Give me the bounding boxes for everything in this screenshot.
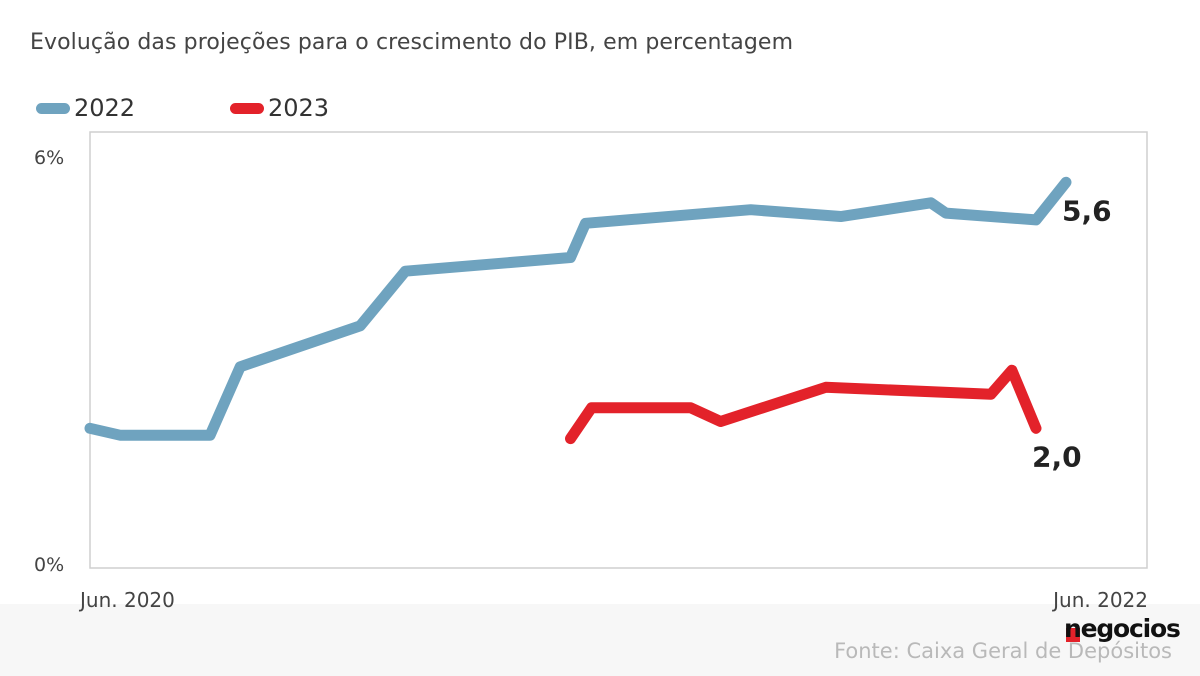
end-label-2022: 5,6	[1062, 194, 1112, 227]
x-tick-label-end: Jun. 2022	[1051, 588, 1148, 612]
legend-item-2022: 2022	[36, 94, 135, 122]
legend-label-2022: 2022	[74, 94, 136, 122]
legend-swatch-2022	[36, 102, 70, 114]
chart-panel	[0, 0, 1200, 604]
plot-frame	[89, 131, 1148, 569]
y-tick-label-top: 6%	[34, 147, 64, 169]
legend-label-2023: 2023	[268, 94, 330, 122]
logo-mark	[1066, 628, 1080, 642]
series-line-2022	[84, 176, 1072, 441]
chart-title: Evolução das projeções para o cresciment…	[30, 30, 794, 55]
end-label-2023: 2,0	[1032, 440, 1082, 473]
series-line-2023	[565, 364, 1042, 445]
line-chart: 6% 0% Jun. 2020 Jun. 2022 5,6 2,0	[34, 131, 1148, 612]
y-tick-label-bottom: 0%	[34, 554, 64, 576]
footer-panel	[0, 604, 1200, 676]
x-tick-label-start: Jun. 2020	[78, 588, 175, 612]
source-note: Fonte: Caixa Geral de Depósitos	[834, 639, 1172, 663]
legend-swatch-2023	[230, 102, 264, 114]
legend-item-2023: 2023	[230, 94, 329, 122]
negocios-logo: negocios	[1064, 614, 1181, 643]
